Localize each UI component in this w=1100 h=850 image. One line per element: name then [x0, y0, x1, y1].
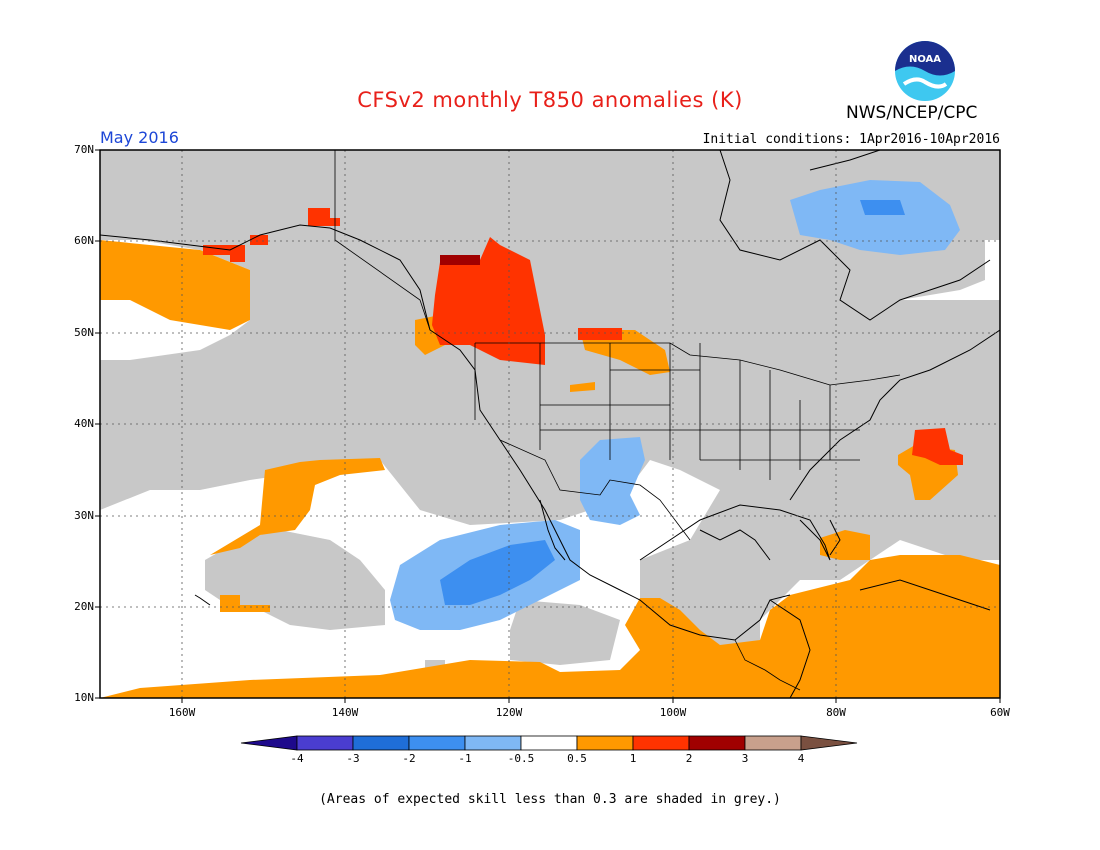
colorbar-label: 0.5 [567, 752, 587, 765]
initial-conditions: Initial conditions: 1Apr2016-10Apr2016 [702, 132, 1000, 147]
colorbar-label: 2 [685, 752, 693, 765]
lat-label-10n: 10N [74, 691, 94, 704]
lon-label-140w: 140W [331, 706, 359, 719]
organization-label: NWS/NCEP/CPC [846, 103, 978, 123]
colorbar-cells [240, 735, 858, 751]
anomaly-dark-red [440, 255, 480, 265]
colorbar-label: -2 [402, 752, 416, 765]
map-title: CFSv2 monthly T850 anomalies (K) [357, 88, 743, 112]
colorbar-cell [576, 735, 634, 751]
colorbar-cell [632, 735, 690, 751]
lon-label-160w: 160W [168, 706, 196, 719]
lat-label-50n: 50N [74, 326, 94, 339]
lat-label-70n: 70N [74, 143, 94, 156]
colorbar-cell [744, 735, 802, 751]
colorbar-label: 3 [741, 752, 749, 765]
lon-label-60w: 60W [990, 706, 1010, 719]
coastlines [100, 150, 1000, 698]
colorbar-cell [520, 735, 578, 751]
colorbar-arrow-low [240, 735, 298, 751]
lat-label-40n: 40N [74, 417, 94, 430]
anomaly-medium-blue [440, 200, 905, 605]
colorbar-cell [296, 735, 354, 751]
colorbar-cell [352, 735, 410, 751]
lat-label-20n: 20N [74, 600, 94, 613]
forecast-period: May 2016 [100, 128, 179, 147]
colorbar-label: 1 [629, 752, 637, 765]
noaa-logo: NOAA [894, 40, 956, 102]
colorbar-cell [464, 735, 522, 751]
anomaly-orange [100, 240, 1000, 698]
colorbar-label: -1 [458, 752, 472, 765]
colorbar-label: 4 [797, 752, 805, 765]
lon-label-100w: 100W [659, 706, 687, 719]
colorbar-label: -0.5 [507, 752, 535, 765]
colorbar-arrow-high [800, 735, 858, 751]
colorbar-cell [688, 735, 746, 751]
colorbar-cell [408, 735, 466, 751]
lat-lon-grid [100, 150, 1000, 698]
colorbar-label: -4 [290, 752, 304, 765]
axis-ticks [95, 149, 1001, 703]
lon-label-80w: 80W [826, 706, 846, 719]
logo-text: NOAA [909, 54, 941, 65]
lon-label-120w: 120W [495, 706, 523, 719]
lat-label-30n: 30N [74, 509, 94, 522]
lat-label-60n: 60N [74, 234, 94, 247]
skill-note: (Areas of expected skill less than 0.3 a… [319, 792, 781, 807]
colorbar-label: -3 [346, 752, 360, 765]
political-borders [334, 150, 901, 691]
